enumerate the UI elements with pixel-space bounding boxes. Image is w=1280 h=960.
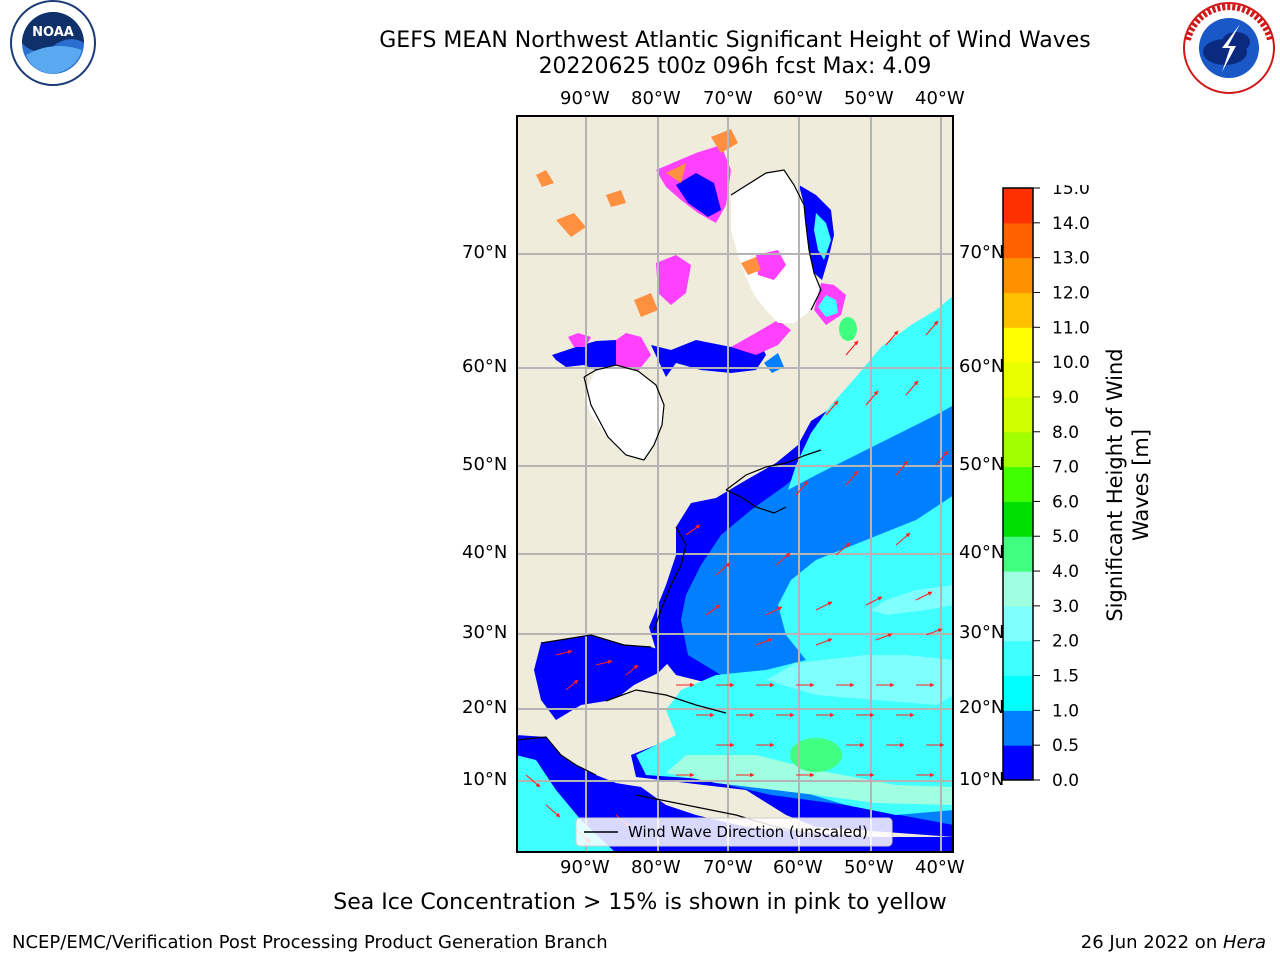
colorbar-segment xyxy=(1003,710,1033,746)
lon-label-top: 90°W xyxy=(560,88,610,109)
colorbar-segment xyxy=(1003,431,1033,468)
colorbar-segment xyxy=(1003,675,1033,711)
map-legend: Wind Wave Direction (unscaled) xyxy=(575,817,893,847)
lon-label-top: 70°W xyxy=(703,88,753,109)
lon-label-bottom: 40°W xyxy=(915,857,965,878)
colorbar-tick-label: 4.0 xyxy=(1052,562,1079,582)
colorbar-segment xyxy=(1003,536,1033,572)
noaa-logo: NOAA xyxy=(0,0,106,92)
lat-label-left: 10°N xyxy=(462,769,508,790)
run-date-text: 26 Jun 2022 on xyxy=(1080,932,1223,953)
colorbar-segment xyxy=(1003,327,1033,363)
hudson-bay xyxy=(584,365,664,460)
colorbar-tick-label: 13.0 xyxy=(1052,249,1090,269)
colorbar-tick-label: 3.0 xyxy=(1052,597,1079,617)
colorbar-tick-label: 7.0 xyxy=(1052,458,1079,478)
lat-label-right: 10°N xyxy=(959,769,1005,790)
machine-name: Hera xyxy=(1222,932,1266,953)
credit-text: NCEP/EMC/Verification Post Processing Pr… xyxy=(12,932,608,953)
lat-label-right: 70°N xyxy=(959,242,1005,263)
colorbar-tick-label: 8.0 xyxy=(1052,423,1079,443)
colorbar-segment xyxy=(1003,605,1033,642)
lon-label-bottom: 50°W xyxy=(844,857,894,878)
lat-label-left: 20°N xyxy=(462,697,508,718)
nws-logo xyxy=(1178,0,1280,104)
noaa-logo-text: NOAA xyxy=(32,25,74,40)
colorbar-tick-label: 10.0 xyxy=(1052,353,1090,373)
colorbar-ticks: 0.0 0.5 1.0 1.5 2.0 3.0 4.0 5.0 6.0 7.0 8.0 9.0 10.0… xyxy=(1033,185,1090,791)
lon-label-bottom: 80°W xyxy=(631,857,681,878)
colorbar-label-line1: Significant Height of Wind xyxy=(1103,348,1127,622)
colorbar-tick-label: 12.0 xyxy=(1052,283,1090,303)
colorbar-segment xyxy=(1003,188,1033,224)
lat-label-right: 30°N xyxy=(959,622,1005,643)
max-wave-area xyxy=(790,738,842,772)
map-frame xyxy=(516,115,954,853)
wind-wave-arrows xyxy=(525,320,949,843)
colorbar-tick-label: 9.0 xyxy=(1052,388,1079,408)
lon-label-bottom: 70°W xyxy=(703,857,753,878)
legend-label: Wind Wave Direction (unscaled) xyxy=(628,823,868,841)
colorbar-tick-label: 11.0 xyxy=(1052,318,1090,338)
lon-label-top: 80°W xyxy=(631,88,681,109)
colorbar-segment xyxy=(1003,571,1033,607)
sea-ice-note: Sea Ice Concentration > 15% is shown in … xyxy=(333,890,947,915)
lat-label-left: 40°N xyxy=(462,542,508,563)
gulf-of-mexico-waves xyxy=(534,635,676,720)
lat-label-right: 20°N xyxy=(959,697,1005,718)
lat-label-right: 50°N xyxy=(959,454,1005,475)
lat-label-left: 30°N xyxy=(462,622,508,643)
lon-label-top: 40°W xyxy=(915,88,965,109)
lat-label-right: 60°N xyxy=(959,356,1005,377)
colorbar-tick-label: 0.0 xyxy=(1052,771,1079,791)
lat-label-left: 60°N xyxy=(462,356,508,377)
colorbar: 0.0 0.5 1.0 1.5 2.0 3.0 4.0 5.0 6.0 7.0 8.0 9.0 10.0… xyxy=(1002,185,1090,791)
lat-label-right: 40°N xyxy=(959,542,1005,563)
colorbar-tick-label: 6.0 xyxy=(1052,492,1079,512)
lat-label-left: 70°N xyxy=(462,242,508,263)
colorbar-segment xyxy=(1003,501,1033,537)
lon-label-top: 50°W xyxy=(844,88,894,109)
colorbar-tick-label: 1.5 xyxy=(1052,667,1079,687)
colorbar-tick-label: 2.0 xyxy=(1052,632,1079,652)
colorbar-segment xyxy=(1003,466,1033,502)
lon-label-bottom: 60°W xyxy=(773,857,823,878)
colorbar-segment xyxy=(1003,362,1033,398)
colorbar-frame xyxy=(1002,187,1034,781)
colorbar-tick-label: 5.0 xyxy=(1052,527,1079,547)
colorbar-segment xyxy=(1003,222,1033,259)
coastlines xyxy=(516,169,822,836)
colorbar-segment xyxy=(1003,640,1033,677)
colorbar-segment xyxy=(1003,745,1033,781)
colorbar-tick-label: 1.0 xyxy=(1052,701,1079,721)
run-date: 26 Jun 2022 on Hera xyxy=(1081,932,1266,953)
nws-logo-icon xyxy=(1183,2,1275,94)
noaa-logo-icon: NOAA xyxy=(10,0,96,86)
map-panel: Wind Wave Direction (unscaled) xyxy=(516,115,954,853)
graticule xyxy=(516,115,954,853)
lon-label-top: 60°W xyxy=(773,88,823,109)
colorbar-label-line2: Waves [m] xyxy=(1129,428,1153,542)
chart-title: GEFS MEAN Northwest Atlantic Significant… xyxy=(379,28,1091,53)
lon-label-bottom: 90°W xyxy=(560,857,610,878)
colorbar-segments xyxy=(1003,188,1033,781)
colorbar-segment xyxy=(1003,396,1033,433)
colorbar-tick-label: 0.5 xyxy=(1052,736,1079,756)
colorbar-segment xyxy=(1003,257,1033,293)
lat-label-left: 50°N xyxy=(462,454,508,475)
colorbar-segment xyxy=(1003,292,1033,328)
colorbar-tick-label: 14.0 xyxy=(1052,214,1090,234)
colorbar-tick-label: 15.0 xyxy=(1052,185,1090,199)
chart-subtitle: 20220625 t00z 096h fcst Max: 4.09 xyxy=(538,54,932,79)
